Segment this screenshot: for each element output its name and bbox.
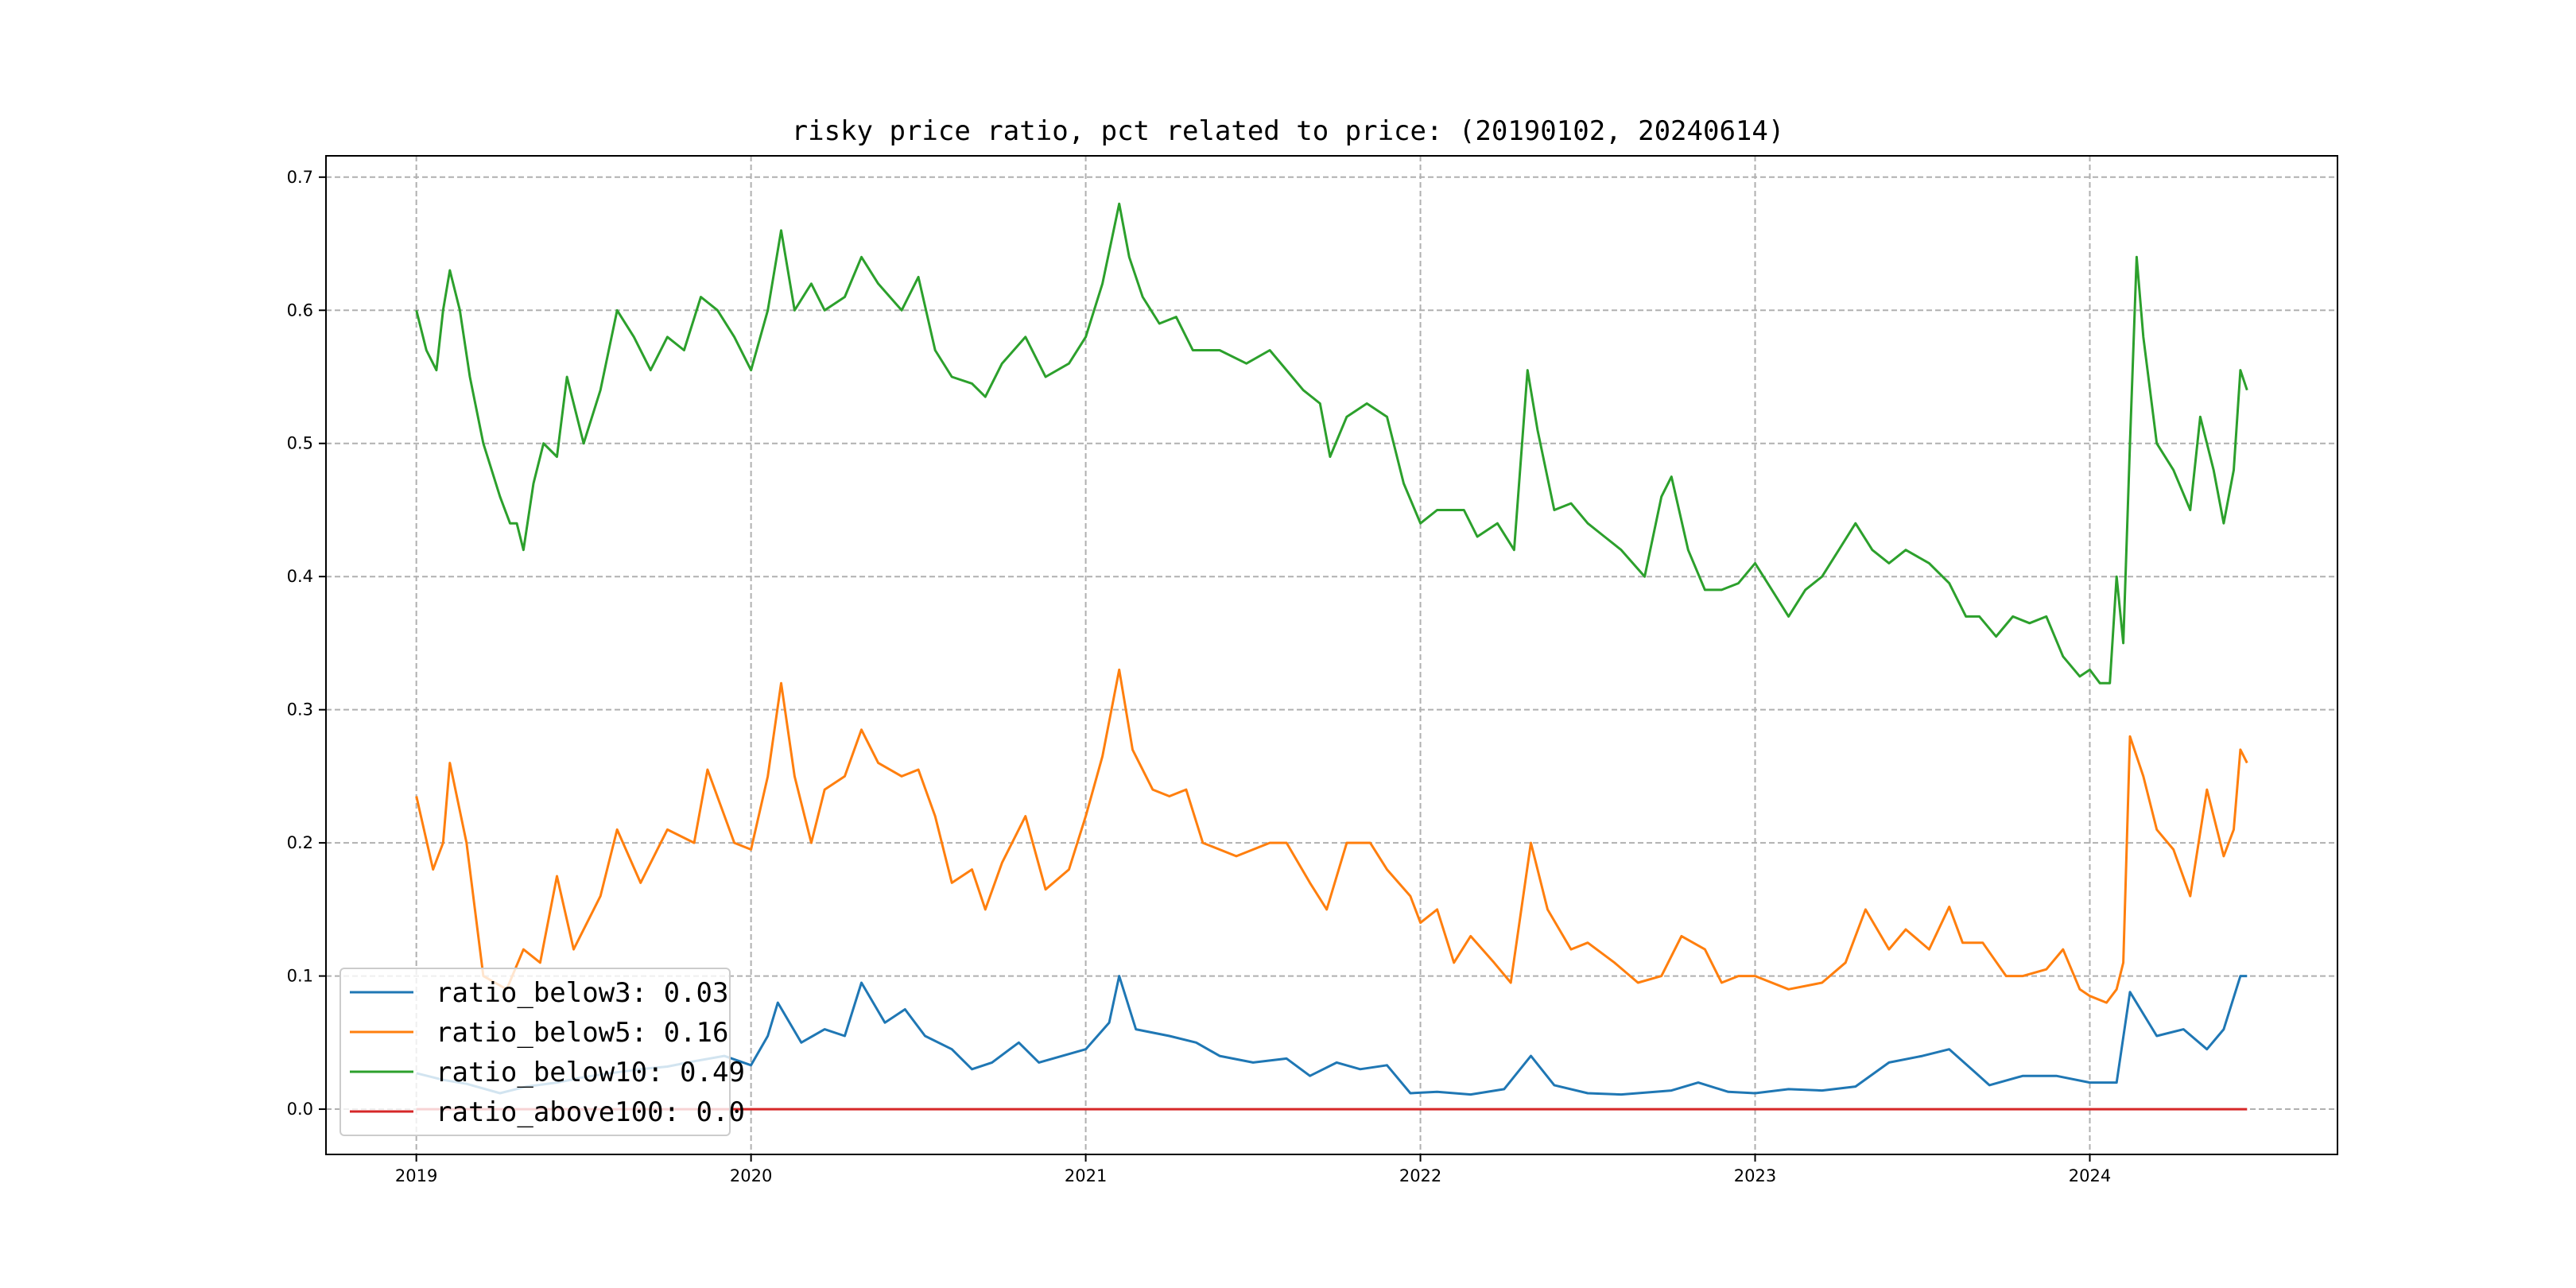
chart-title: risky price ratio, pct related to price:… — [792, 115, 1785, 147]
legend-label: ratio_below5: 0.16 — [436, 1017, 728, 1049]
legend-label: ratio_above100: 0.0 — [436, 1096, 745, 1128]
axes-frame — [325, 155, 2338, 1155]
y-tick-label: 0.5 — [287, 434, 313, 453]
x-tick-label: 2021 — [1065, 1166, 1107, 1185]
x-tick-label: 2020 — [730, 1166, 772, 1185]
legend-box — [339, 968, 731, 1136]
legend-label: ratio_below3: 0.03 — [436, 977, 728, 1009]
y-tick-label: 0.4 — [287, 567, 313, 586]
x-tick-label: 2019 — [395, 1166, 437, 1185]
series-line-ratio-below5 — [415, 668, 2248, 1004]
x-tick-label: 2022 — [1399, 1166, 1441, 1185]
x-axis: 2019 2020 2021 2022 2023 2024 — [395, 1154, 2111, 1185]
series-line-ratio-below10 — [415, 202, 2248, 685]
y-tick-label: 0.2 — [287, 833, 313, 852]
x-tick-label: 2023 — [1734, 1166, 1776, 1185]
y-tick-label: 0.0 — [287, 1100, 313, 1119]
legend: ratio_below3: 0.03 ratio_below5: 0.16 rati… — [339, 968, 745, 1136]
y-tick-label: 0.6 — [287, 301, 313, 320]
y-tick-label: 0.7 — [287, 168, 313, 187]
legend-label: ratio_below10: 0.49 — [436, 1057, 745, 1088]
x-tick-label: 2024 — [2069, 1166, 2111, 1185]
y-axis: 0.0 0.1 0.2 0.3 0.4 0.5 0.6 0.7 — [287, 168, 326, 1119]
series-group — [415, 202, 2248, 1111]
y-tick-label: 0.1 — [287, 967, 313, 986]
series-line-ratio-below3 — [416, 975, 2248, 1096]
y-tick-label: 0.3 — [287, 700, 313, 720]
